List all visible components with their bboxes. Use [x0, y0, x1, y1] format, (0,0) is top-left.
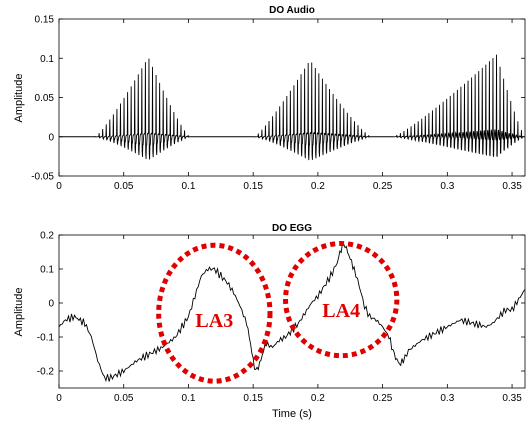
- highlight-ellipse: [283, 241, 400, 359]
- egg-chart-title: DO EGG: [272, 223, 312, 234]
- highlight-ellipse: [156, 242, 273, 384]
- egg-x-tick-label: 0.15: [243, 393, 263, 404]
- egg-y-tick-label: -0.2: [37, 367, 55, 378]
- audio-x-tick-label: 0.3: [440, 181, 454, 192]
- audio-x-tick-label: 0: [56, 181, 62, 192]
- egg-x-tick-label: 0.25: [373, 393, 393, 404]
- egg-y-tick-label: 0: [48, 299, 54, 310]
- egg-x-tick-label: 0.1: [181, 393, 195, 404]
- audio-y-tick-label: 0: [48, 132, 54, 143]
- audio-x-tick-label: 0.25: [373, 181, 393, 192]
- egg-y-tick-label: 0.1: [40, 265, 54, 276]
- audio-x-tick-label: 0.05: [114, 181, 134, 192]
- egg-annotations: LA3 LA4: [156, 241, 400, 384]
- annotation-label-la3: LA3: [195, 310, 233, 332]
- egg-y-tick-label: -0.1: [37, 333, 55, 344]
- audio-chart-title: DO Audio: [269, 5, 315, 16]
- audio-y-tick-label: -0.05: [31, 172, 54, 183]
- egg-x-tick-label: 0.05: [114, 393, 134, 404]
- egg-ticks: 0 0.05 0.1 0.15 0.2 0.25 0.3 0.35 -0.2 -0.1 0 0.1 0.…: [37, 231, 525, 404]
- audio-x-tick-label: 0.35: [502, 181, 522, 192]
- annotation-label-la4: LA4: [322, 300, 360, 322]
- egg-panel: DO EGG 0 0.05 0.1 0.15 0.2 0.25 0.3 0.35 -0.2 -0.…: [13, 223, 526, 420]
- egg-y-tick-label: 0.2: [40, 231, 54, 242]
- audio-waveform-line: [59, 54, 526, 161]
- egg-x-tick-label: 0.2: [311, 393, 325, 404]
- egg-x-tick-label: 0.3: [440, 393, 454, 404]
- egg-y-axis-label: Amplitude: [13, 288, 25, 337]
- egg-x-axis-label: Time (s): [272, 408, 312, 420]
- egg-plot-frame: [58, 234, 526, 389]
- audio-y-tick-label: 0.15: [35, 15, 55, 26]
- audio-x-tick-label: 0.15: [243, 181, 263, 192]
- egg-x-tick-label: 0.35: [502, 393, 522, 404]
- audio-y-tick-label: 0.05: [35, 93, 55, 104]
- audio-y-axis-label: Amplitude: [13, 74, 25, 123]
- audio-x-tick-label: 0.1: [181, 181, 195, 192]
- audio-x-tick-label: 0.2: [311, 181, 325, 192]
- egg-x-tick-label: 0: [56, 393, 62, 404]
- audio-panel: DO Audio 0 0.05 0.1 0.15 0.2 0.25 0.3 0.35 -0.05…: [13, 5, 526, 192]
- audio-y-tick-label: 0.1: [40, 54, 54, 65]
